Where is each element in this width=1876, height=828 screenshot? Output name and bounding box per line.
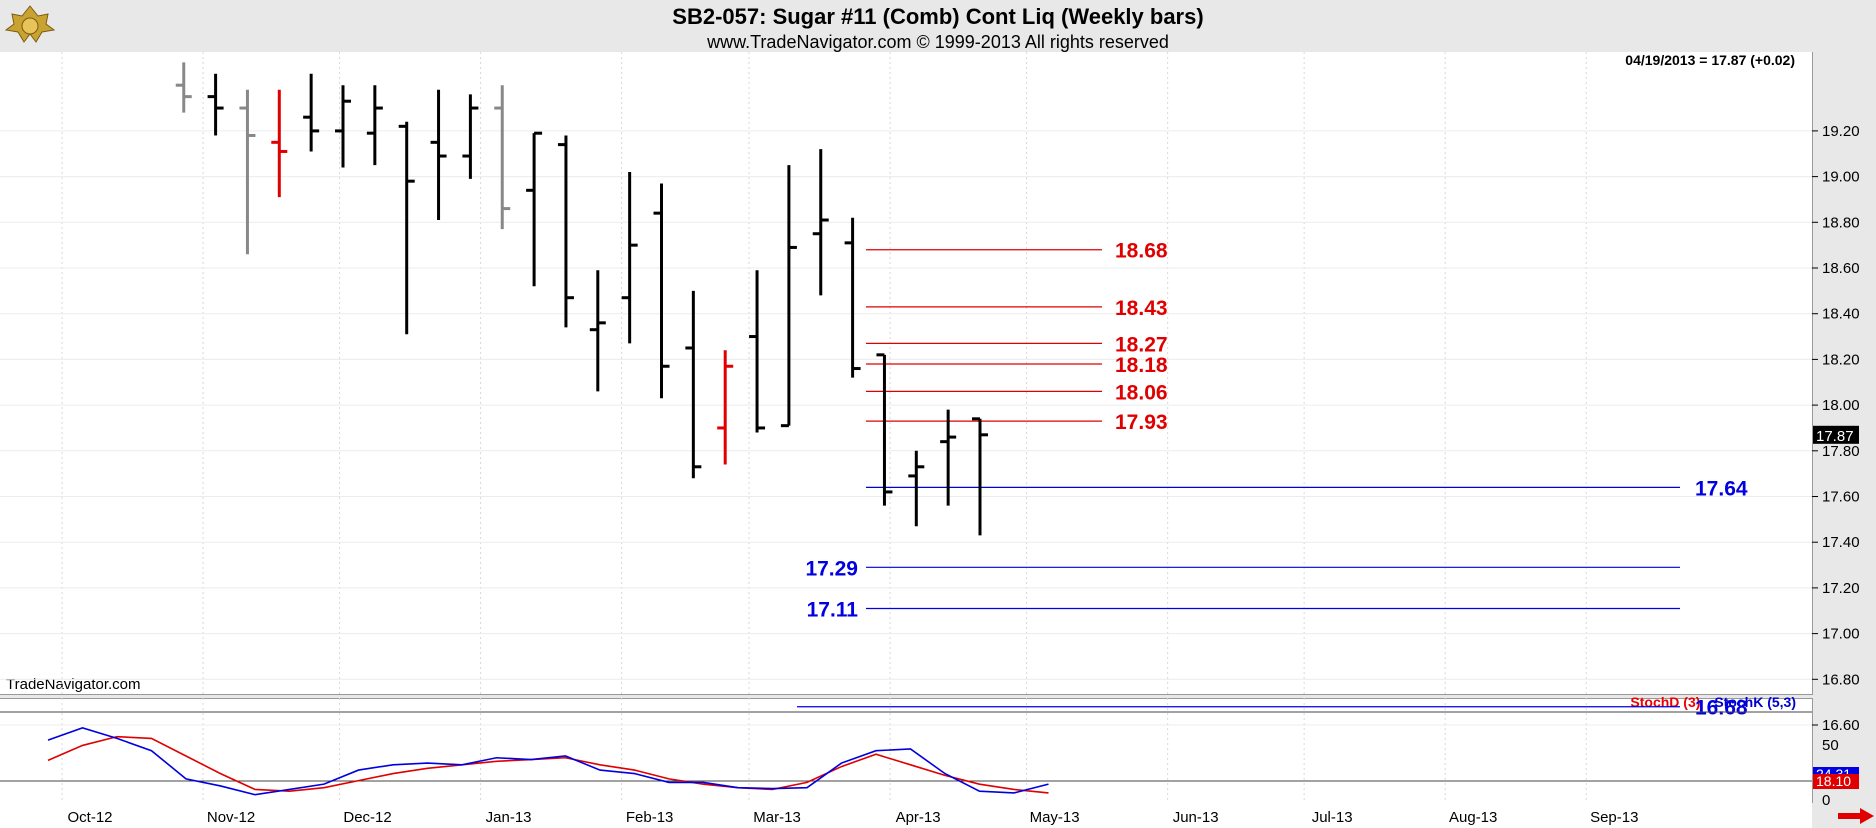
date-axis	[0, 803, 1812, 828]
ohlc-bar	[462, 94, 479, 179]
x-tick-label: Jan-13	[486, 809, 532, 826]
level-label: 18.18	[1115, 354, 1168, 377]
ohlc-bar	[239, 89, 256, 255]
ohlc-bar	[908, 450, 925, 527]
level-label: 16.68	[1695, 697, 1748, 720]
y-tick-label: 19.00	[1822, 169, 1860, 186]
y-tick-label: 18.40	[1822, 306, 1860, 323]
x-tick-label: Aug-13	[1449, 809, 1497, 826]
y-tick-label: 17.60	[1822, 489, 1860, 506]
chart-subtitle: www.TradeNavigator.com © 1999-2013 All r…	[707, 32, 1169, 52]
ohlc-bar	[589, 270, 606, 392]
x-tick-label: Dec-12	[343, 809, 391, 826]
ohlc-bar	[335, 85, 351, 168]
stoch-d-legend: StochD (3)	[1630, 694, 1701, 710]
ohlc-bar	[940, 409, 957, 506]
ohlc-bar	[812, 149, 829, 296]
chart-title: SB2-057: Sugar #11 (Comb) Cont Liq (Week…	[672, 4, 1204, 29]
ohlc-bar	[621, 172, 638, 344]
last-price-box	[1813, 425, 1859, 444]
ohlc-bar	[175, 62, 192, 113]
level-label: 18.27	[1115, 333, 1168, 356]
last-quote-label: 04/19/2013 = 17.87 (+0.02)	[1625, 52, 1795, 68]
y-tick-label: 18.00	[1822, 397, 1860, 414]
x-tick-label: May-13	[1030, 809, 1080, 826]
y-tick-label: 17.80	[1822, 443, 1860, 460]
stochastic-legend: StochD (3) StochK (5,3)	[1630, 694, 1796, 710]
y-tick-label: 19.20	[1822, 123, 1860, 140]
y-tick-label: 17.40	[1822, 534, 1860, 551]
ohlc-bar	[557, 135, 574, 328]
ohlc-bar	[271, 89, 288, 198]
stoch-tick-label: 0	[1822, 792, 1830, 809]
ohlc-bar	[844, 217, 861, 378]
trade-navigator-logo-icon	[2, 2, 58, 52]
x-tick-label: Feb-13	[626, 809, 674, 826]
ohlc-bar	[303, 73, 320, 152]
stoch-k-line	[47, 726, 1049, 796]
x-tick-label: Nov-12	[207, 809, 255, 826]
ohlc-bar	[717, 350, 734, 465]
level-label: 17.29	[805, 557, 858, 580]
level-label: 17.93	[1115, 411, 1168, 434]
watermark-label: TradeNavigator.com	[6, 676, 141, 693]
level-label: 18.06	[1115, 381, 1168, 404]
y-tick-label: 17.00	[1822, 626, 1860, 643]
ohlc-bar	[653, 183, 670, 399]
ohlc-bar	[526, 131, 543, 287]
ohlc-bar	[876, 353, 893, 506]
x-tick-label: Oct-12	[67, 809, 112, 826]
stoch-tick-label: 50	[1822, 737, 1839, 754]
x-tick-label: Sep-13	[1590, 809, 1638, 826]
stoch-d-value: 18.10	[1816, 773, 1851, 789]
stoch-d-value-box	[1813, 774, 1859, 789]
ohlc-bar	[430, 89, 447, 221]
x-tick-label: Apr-13	[896, 809, 941, 826]
x-tick-label: Jun-13	[1173, 809, 1219, 826]
last-price-label: 17.87	[1816, 428, 1854, 445]
ohlc-bar	[494, 85, 511, 230]
ohlc-bar	[685, 290, 702, 479]
scroll-right-arrow-icon[interactable]	[1838, 808, 1874, 824]
level-label: 18.43	[1115, 297, 1168, 320]
y-tick-label: 17.20	[1822, 580, 1860, 597]
level-label: 17.64	[1695, 477, 1748, 500]
x-tick-label: Mar-13	[753, 809, 801, 826]
ohlc-bar	[972, 417, 988, 536]
ohlc-bar	[366, 85, 383, 166]
y-tick-label: 16.80	[1822, 671, 1860, 688]
ohlc-bar	[780, 165, 797, 428]
y-tick-label: 16.60	[1822, 717, 1860, 734]
ohlc-bar	[398, 121, 415, 335]
y-tick-label: 18.60	[1822, 260, 1860, 277]
stochastic-panel[interactable]	[0, 698, 1813, 803]
level-label: 18.68	[1115, 240, 1168, 263]
ohlc-bar	[749, 270, 766, 433]
y-tick-label: 18.20	[1822, 351, 1860, 368]
x-tick-label: Jul-13	[1312, 809, 1353, 826]
ohlc-bar	[207, 73, 224, 136]
stoch-k-legend: StochK (5,3)	[1714, 694, 1796, 710]
level-label: 17.11	[807, 598, 859, 621]
y-tick-label: 18.80	[1822, 214, 1860, 231]
stoch-d-line	[47, 735, 1049, 794]
